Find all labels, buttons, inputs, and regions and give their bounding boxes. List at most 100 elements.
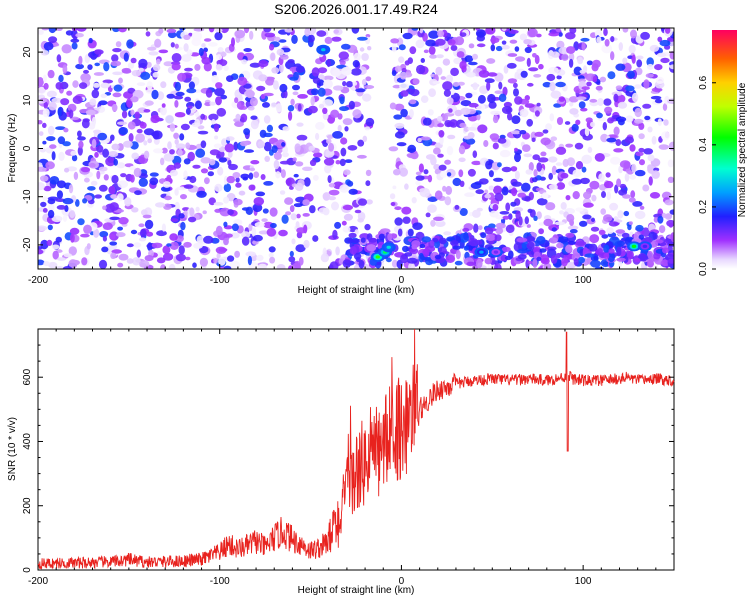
heatmap-cell xyxy=(293,173,299,178)
heatmap-cell xyxy=(569,96,579,103)
heatmap-cell xyxy=(329,261,339,269)
heatmap-cell xyxy=(110,194,117,200)
heatmap-cell xyxy=(518,216,523,226)
heatmap-cell xyxy=(615,63,626,71)
heatmap-cell xyxy=(607,71,616,80)
heatmap-cell xyxy=(545,202,556,211)
heatmap-cell xyxy=(533,215,538,221)
heatmap-cell xyxy=(584,127,590,137)
heatmap-cell xyxy=(420,136,431,141)
heatmap-cell xyxy=(443,231,452,236)
heatmap-cell xyxy=(264,155,271,162)
heatmap-cell xyxy=(57,107,62,117)
heatmap-cell xyxy=(344,126,349,132)
heatmap-cell xyxy=(213,257,219,264)
heatmap-cell xyxy=(589,98,598,103)
heatmap-cell xyxy=(409,46,417,55)
heatmap-cell xyxy=(326,138,332,144)
heatmap-cell xyxy=(523,153,533,158)
heatmap-cell xyxy=(507,78,518,84)
heatmap-blobs xyxy=(38,28,674,269)
heatmap-cell xyxy=(354,209,362,214)
heatmap-cell xyxy=(476,258,483,269)
heatmap-cell xyxy=(605,172,611,178)
heatmap-cell xyxy=(445,74,453,84)
heatmap-cell xyxy=(429,54,438,59)
heatmap-cell xyxy=(376,261,382,266)
heatmap-cell xyxy=(142,214,152,219)
heatmap-cell xyxy=(326,58,331,68)
snr-x-axis-label: Height of straight line (km) xyxy=(298,585,415,596)
heatmap-cell xyxy=(454,204,460,210)
heatmap-cell xyxy=(498,81,503,90)
heatmap-cell xyxy=(262,208,269,214)
heatmap-cell xyxy=(214,135,219,140)
heatmap-cell xyxy=(531,177,538,183)
heatmap-cell xyxy=(615,229,626,234)
heatmap-cell xyxy=(271,67,280,74)
heatmap-cell xyxy=(130,174,135,183)
heatmap-cell xyxy=(46,136,56,142)
heatmap-cell xyxy=(511,187,518,197)
heatmap-cell xyxy=(91,138,97,149)
heatmap-cell xyxy=(335,160,341,165)
heatmap-cell xyxy=(78,140,84,149)
heatmap-cell xyxy=(435,38,446,46)
heatmap-cell xyxy=(408,262,416,269)
heatmap-cell xyxy=(618,42,623,51)
heatmap-cell xyxy=(68,109,74,119)
heatmap-cell xyxy=(235,182,242,188)
heatmap-cell xyxy=(139,121,147,129)
heatmap-cell xyxy=(435,66,443,76)
heatmap-cell xyxy=(166,28,177,34)
heatmap-cell xyxy=(639,159,645,166)
heatmap-cell xyxy=(111,174,119,184)
heatmap-cell xyxy=(317,87,326,97)
heatmap-cell xyxy=(511,181,522,187)
heatmap-cell xyxy=(495,45,503,52)
heatmap-cell xyxy=(470,182,482,189)
heatmap-cell xyxy=(215,64,223,71)
heatmap-cell xyxy=(565,262,577,269)
heatmap-cell xyxy=(143,128,155,136)
heatmap-cell xyxy=(144,100,154,106)
heatmap-cell xyxy=(342,226,351,233)
heatmap-cell xyxy=(546,73,556,82)
heatmap-cell xyxy=(248,172,254,180)
heatmap-cell xyxy=(68,259,78,269)
heatmap-cell xyxy=(407,228,414,237)
heatmap-cell xyxy=(583,202,594,208)
heatmap-cell xyxy=(618,165,623,174)
heatmap-cell xyxy=(657,215,664,224)
heatmap-cell xyxy=(445,254,456,263)
heatmap-cell xyxy=(598,173,605,182)
heatmap-cell xyxy=(623,210,630,217)
heatmap-cell xyxy=(463,231,469,241)
heatmap-cell xyxy=(351,28,360,34)
heatmap-cell xyxy=(548,172,553,180)
heatmap-cell xyxy=(40,201,47,207)
heatmap-cell xyxy=(420,58,425,63)
heatmap-cell xyxy=(322,112,329,120)
heatmap-cell xyxy=(280,54,289,60)
heatmap-cell xyxy=(455,249,461,260)
heatmap-cell xyxy=(181,54,192,62)
heatmap-cell xyxy=(407,154,418,159)
heatmap-cell xyxy=(649,44,660,52)
heatmap-cell xyxy=(269,207,278,217)
heatmap-cell xyxy=(631,54,636,64)
heatmap-cell xyxy=(541,192,549,200)
heatmap-cell xyxy=(101,246,109,253)
heatmap-cell xyxy=(307,105,318,114)
heatmap-cell xyxy=(215,246,227,254)
heatmap-cell xyxy=(328,142,335,152)
heatmap-cell xyxy=(112,48,122,53)
heatmap-cell xyxy=(49,176,60,185)
heatmap-cell xyxy=(201,57,211,65)
heatmap-cell xyxy=(46,239,53,246)
heatmap-cell xyxy=(460,100,472,107)
heatmap-cell xyxy=(404,252,413,257)
heatmap-cell xyxy=(595,85,603,91)
heatmap-cell xyxy=(493,263,502,269)
